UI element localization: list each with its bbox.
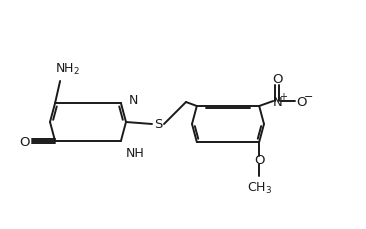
Text: NH: NH — [126, 146, 145, 159]
Text: O: O — [19, 135, 29, 148]
Text: S: S — [154, 118, 162, 131]
Text: O: O — [296, 95, 306, 108]
Text: +: + — [279, 92, 287, 101]
Text: NH$_2$: NH$_2$ — [55, 62, 79, 77]
Text: N: N — [129, 94, 138, 107]
Text: −: − — [303, 92, 313, 101]
Text: O: O — [254, 154, 264, 167]
Text: N: N — [272, 95, 282, 108]
Text: CH$_3$: CH$_3$ — [247, 180, 272, 195]
Text: O: O — [272, 72, 283, 85]
